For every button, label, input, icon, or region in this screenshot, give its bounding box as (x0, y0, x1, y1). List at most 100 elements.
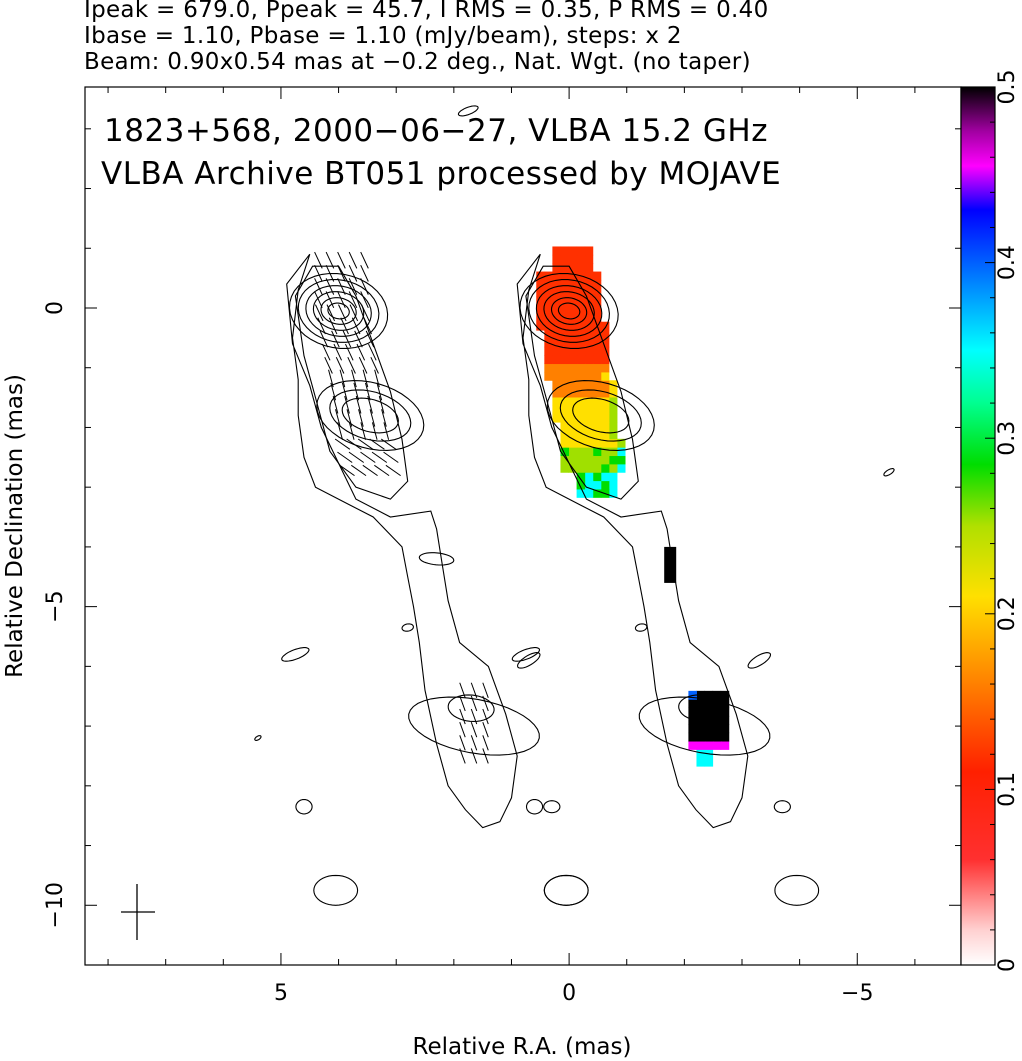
evpa-stick (332, 331, 340, 347)
contour-blob (512, 648, 539, 662)
polarization-pixel (593, 405, 602, 414)
polarization-pixel (713, 724, 722, 733)
polarization-pixel (560, 389, 569, 398)
evpa-stick (361, 265, 369, 281)
evpa-stick (471, 722, 476, 737)
polarization-pixel (585, 372, 594, 381)
colorbar (961, 87, 995, 965)
polarization-pixel (560, 364, 569, 373)
tick-layer (85, 87, 961, 965)
contour-outer (287, 254, 518, 827)
polarization-pixel (609, 414, 618, 423)
map-title: 1823+568, 2000−06−27, VLBA 15.2 GHz (104, 113, 768, 149)
contour-knot (330, 390, 411, 441)
polarization-pixel (577, 456, 586, 465)
polarization-pixel (601, 447, 610, 456)
polarization-pixel (560, 280, 569, 289)
y-tick-label: 0 (43, 301, 68, 315)
polarization-pixel (585, 447, 594, 456)
colorbar-tick-label: 0.5 (995, 70, 1020, 105)
polarization-pixel (593, 464, 602, 473)
polarization-pixel (721, 716, 730, 725)
polarization-pixel (585, 405, 594, 414)
polarization-pixel (585, 246, 594, 255)
polarization-pixel (552, 255, 561, 264)
polarization-pixel (544, 372, 553, 381)
evpa-stick (345, 344, 353, 360)
evpa-stick (349, 452, 364, 462)
polarization-pixel (593, 372, 602, 381)
polarization-pixel (601, 472, 610, 481)
contour-blob (774, 801, 790, 813)
polarization-pixel (601, 372, 610, 381)
polarization-pixel (585, 263, 594, 272)
polarization-pixel (688, 708, 697, 717)
contour-blob (282, 648, 309, 662)
contour-blob (314, 875, 358, 905)
polarization-pixel (705, 741, 714, 750)
evpa-stick (329, 318, 337, 334)
evpa-stick (361, 278, 369, 294)
polarization-pixel (569, 338, 578, 347)
polarization-pixel (560, 464, 569, 473)
evpa-stick (349, 252, 357, 268)
polarization-pixel (569, 355, 578, 364)
polarization-pixel (713, 741, 722, 750)
polarization-pixel (552, 263, 561, 272)
polarization-pixel (577, 364, 586, 373)
polarization-pixel (577, 372, 586, 381)
polarization-pixel (560, 288, 569, 297)
evpa-stick (483, 696, 488, 711)
polarization-pixel (552, 355, 561, 364)
x-axis-title: Relative R.A. (mas) (413, 1034, 632, 1060)
polarization-pixel (713, 708, 722, 717)
image-layer (536, 246, 729, 766)
evpa-stick (471, 748, 476, 763)
evpa-stick (363, 465, 378, 475)
polarization-pixel (696, 733, 705, 742)
polarization-pixel (569, 246, 578, 255)
evpa-stick (343, 331, 351, 347)
polarization-pixel (593, 414, 602, 423)
polarization-pixel (569, 330, 578, 339)
contour-blob (527, 800, 543, 814)
polarization-pixel (696, 749, 705, 758)
colorbar-tick-label: 0.4 (995, 245, 1020, 280)
polarization-pixel (585, 380, 594, 389)
polarization-pixel (577, 246, 586, 255)
polarization-pixel (721, 724, 730, 733)
polarization-pixel (593, 472, 602, 481)
polarization-pixel (569, 397, 578, 406)
tick-label-layer: 5 0 −5 0 −5 −10 (43, 301, 873, 1006)
contour-blob (748, 653, 770, 669)
polarization-pixel (609, 464, 618, 473)
polarization-pixel (601, 456, 610, 465)
evpa-stick (315, 278, 323, 294)
polarization-pixel (569, 456, 578, 465)
polarization-pixel (609, 481, 618, 490)
polarization-pixel (609, 422, 618, 431)
evpa-stick (361, 252, 369, 268)
polarization-pixel (552, 246, 561, 255)
colorbar-tick-label: 0.3 (995, 421, 1020, 456)
polarization-pixel (577, 313, 586, 322)
polarization-pixel (593, 355, 602, 364)
polarization-pixel (721, 741, 730, 750)
polarization-pixel (617, 456, 626, 465)
evpa-stick (483, 748, 488, 763)
polarization-pixel (577, 405, 586, 414)
polarization-pixel (696, 699, 705, 708)
polarization-pixel (552, 347, 561, 356)
evpa-stick (349, 265, 357, 281)
evpa-stick (471, 735, 476, 750)
evpa-stick (369, 344, 377, 360)
polarization-pixel (577, 338, 586, 347)
polarization-pixel (593, 347, 602, 356)
evpa-stick (483, 709, 488, 724)
polarization-pixel (601, 422, 610, 431)
beam-marker (121, 884, 155, 940)
evpa-stick (372, 452, 387, 462)
polarization-pixel (585, 255, 594, 264)
polarization-pixel (593, 288, 602, 297)
evpa-stick (347, 439, 362, 449)
